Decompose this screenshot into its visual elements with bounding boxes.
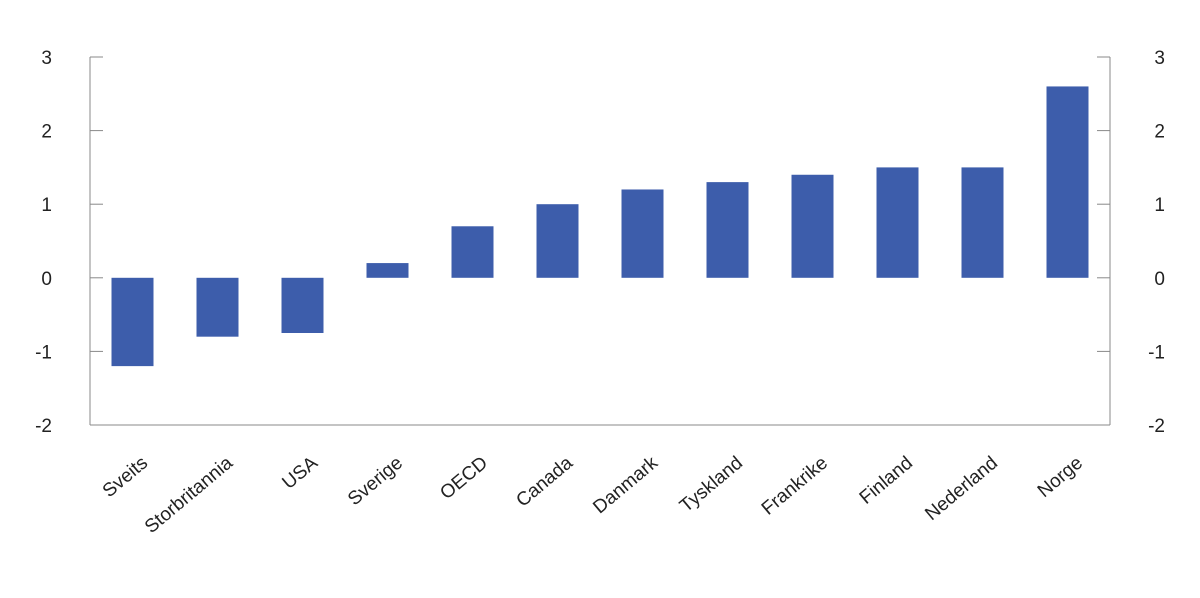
- category-label: Frankrike: [758, 453, 832, 520]
- bar-danmark: [621, 189, 664, 278]
- bar-frankrike: [791, 174, 834, 278]
- right-y-axis-ticks: 3 2 1 0 -1 -2: [1097, 48, 1165, 437]
- bar-canada: [536, 204, 579, 278]
- left-y-tick-label: 1: [41, 195, 52, 216]
- bar-finland: [876, 167, 919, 278]
- category-label: Norge: [1034, 453, 1087, 502]
- bar-nederland: [961, 167, 1004, 278]
- right-y-tick-label: 1: [1154, 195, 1165, 216]
- chart-bars: [111, 86, 1089, 367]
- category-label: Nederland: [921, 453, 1002, 525]
- right-y-tick-label: 3: [1154, 48, 1165, 69]
- category-label: Sveits: [99, 453, 152, 502]
- category-label: USA: [279, 452, 323, 493]
- left-y-axis-ticks: 3 2 1 0 -1 -2: [35, 48, 103, 437]
- left-y-tick-label: -2: [35, 416, 52, 437]
- right-y-tick-label: 2: [1154, 122, 1165, 143]
- bar-sverige: [366, 263, 409, 278]
- chart-axes: [89, 57, 1111, 426]
- category-label: Storbritannia: [141, 452, 237, 538]
- left-y-tick-label: 3: [41, 48, 52, 69]
- category-label: Tyskland: [676, 453, 747, 517]
- category-label: Finland: [856, 453, 917, 509]
- right-y-tick-label: 0: [1154, 269, 1165, 290]
- left-y-tick-label: 2: [41, 122, 52, 143]
- left-y-tick-label: -1: [35, 342, 52, 363]
- category-label: Danmark: [589, 452, 662, 518]
- bar-sveits: [111, 277, 154, 367]
- bar-tyskland: [706, 182, 749, 278]
- category-label: Canada: [512, 452, 577, 511]
- left-y-tick-label: 0: [41, 269, 52, 290]
- category-label: OECD: [436, 453, 492, 504]
- right-y-tick-label: -2: [1148, 416, 1165, 437]
- bar-usa: [281, 277, 324, 333]
- bar-oecd: [451, 226, 494, 278]
- bar-storbritannia: [196, 277, 239, 337]
- right-y-tick-label: -1: [1148, 342, 1165, 363]
- bar-norge: [1046, 86, 1089, 278]
- category-label: Sverige: [344, 453, 407, 510]
